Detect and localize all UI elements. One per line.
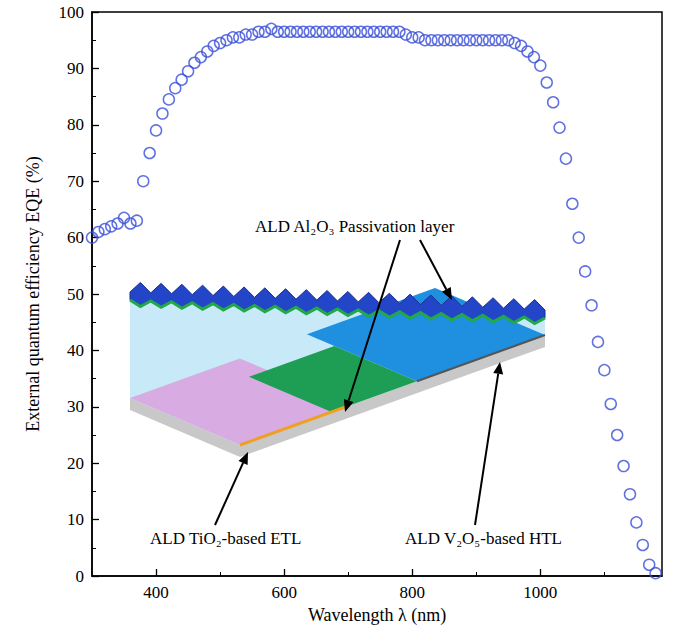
svg-text:80: 80	[67, 115, 84, 134]
svg-text:90: 90	[67, 59, 84, 78]
svg-text:70: 70	[67, 172, 84, 191]
svg-text:40: 40	[67, 341, 84, 360]
svg-text:0: 0	[76, 567, 85, 586]
svg-text:800: 800	[399, 583, 425, 602]
svg-text:Wavelength λ (nm): Wavelength λ (nm)	[308, 605, 446, 626]
svg-text:100: 100	[59, 3, 85, 22]
svg-text:600: 600	[271, 583, 297, 602]
svg-text:External quantum efficiency EQ: External quantum efficiency EQE (%)	[23, 156, 44, 432]
svg-text:60: 60	[67, 228, 84, 247]
svg-text:20: 20	[67, 454, 84, 473]
svg-text:ALD TiO₂-based ETL: ALD TiO₂-based ETL	[150, 529, 301, 548]
svg-text:1000: 1000	[523, 583, 557, 602]
svg-text:ALD V₂O₅-based HTL: ALD V₂O₅-based HTL	[405, 529, 562, 548]
svg-text:50: 50	[67, 285, 84, 304]
svg-text:10: 10	[67, 510, 84, 529]
svg-text:400: 400	[143, 583, 169, 602]
svg-text:30: 30	[67, 397, 84, 416]
svg-text:ALD Al₂O₃ Passivation layer: ALD Al₂O₃ Passivation layer	[255, 217, 455, 236]
